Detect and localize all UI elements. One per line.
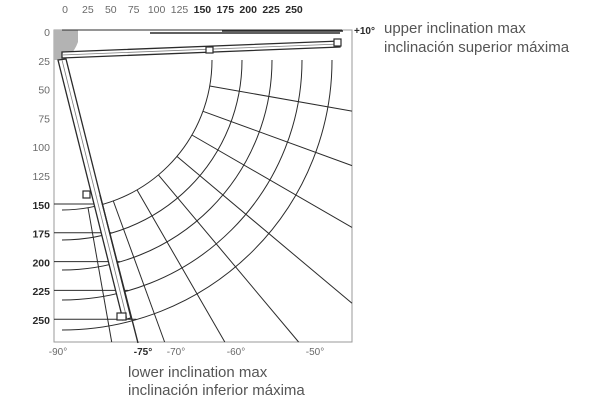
upper-arm-joint bbox=[205, 46, 214, 54]
top-axis-ticks: 0 25 50 75 100 125 150 175 200 225 250 bbox=[62, 4, 303, 16]
top-tick-label: 200 bbox=[239, 4, 257, 16]
left-tick-label: 125 bbox=[32, 171, 50, 183]
angle-ray bbox=[176, 156, 353, 304]
top-tick-label: 50 bbox=[105, 4, 117, 16]
top-tick-label: 125 bbox=[171, 4, 189, 16]
lower-arm-end bbox=[116, 312, 127, 321]
top-tick-label: 225 bbox=[262, 4, 280, 16]
top-tick-label: 250 bbox=[285, 4, 303, 16]
lower-arm-joint bbox=[82, 190, 91, 199]
upper-label-en: upper inclination max bbox=[384, 20, 526, 37]
top-tick-label: 150 bbox=[194, 4, 212, 16]
angle-ray bbox=[158, 174, 299, 343]
lower-label-es: inclinación inferior máxima bbox=[128, 382, 305, 399]
bottom-angle-label: -75° bbox=[134, 347, 152, 358]
left-tick-label: 250 bbox=[32, 315, 50, 327]
angle-ray bbox=[209, 85, 353, 112]
left-tick-label: 200 bbox=[32, 257, 50, 269]
left-tick-label: 50 bbox=[38, 85, 50, 97]
bottom-angle-label: -60° bbox=[227, 347, 245, 358]
angle-ray bbox=[202, 110, 353, 167]
top-tick-label: 25 bbox=[82, 4, 94, 16]
plot-frame bbox=[53, 29, 353, 343]
angle-ray bbox=[191, 134, 353, 228]
angle-ray bbox=[112, 200, 166, 343]
bottom-angle-label: -90° bbox=[49, 347, 67, 358]
lower-label-en: lower inclination max bbox=[128, 364, 268, 381]
top-tick-label: 75 bbox=[128, 4, 140, 16]
bottom-angle-label: -70° bbox=[167, 347, 185, 358]
bottom-angle-label: -50° bbox=[306, 347, 324, 358]
left-tick-label: 150 bbox=[32, 200, 50, 212]
left-axis-ticks: 0 25 50 75 100 125 150 175 200 225 250 bbox=[32, 27, 50, 327]
upper-arm bbox=[61, 29, 343, 59]
upper-label-es: inclinación superior máxima bbox=[384, 39, 570, 56]
top-tick-label: 100 bbox=[148, 4, 166, 16]
upper-angle-label: +10° bbox=[354, 26, 375, 37]
top-tick-label: 175 bbox=[217, 4, 235, 16]
lower-arm bbox=[57, 58, 139, 344]
top-tick-label: 0 bbox=[62, 4, 68, 16]
angle-ray bbox=[136, 189, 226, 343]
reach-arc bbox=[61, 59, 333, 331]
upper-arm-end bbox=[333, 38, 342, 47]
left-tick-label: 0 bbox=[44, 27, 50, 39]
left-tick-label: 175 bbox=[32, 229, 50, 241]
bottom-angle-ticks: -90° -75° -70° -60° -50° bbox=[49, 347, 324, 358]
left-tick-label: 75 bbox=[38, 113, 50, 125]
left-tick-label: 100 bbox=[32, 142, 50, 154]
left-tick-label: 225 bbox=[32, 286, 50, 298]
left-tick-label: 25 bbox=[38, 56, 50, 68]
